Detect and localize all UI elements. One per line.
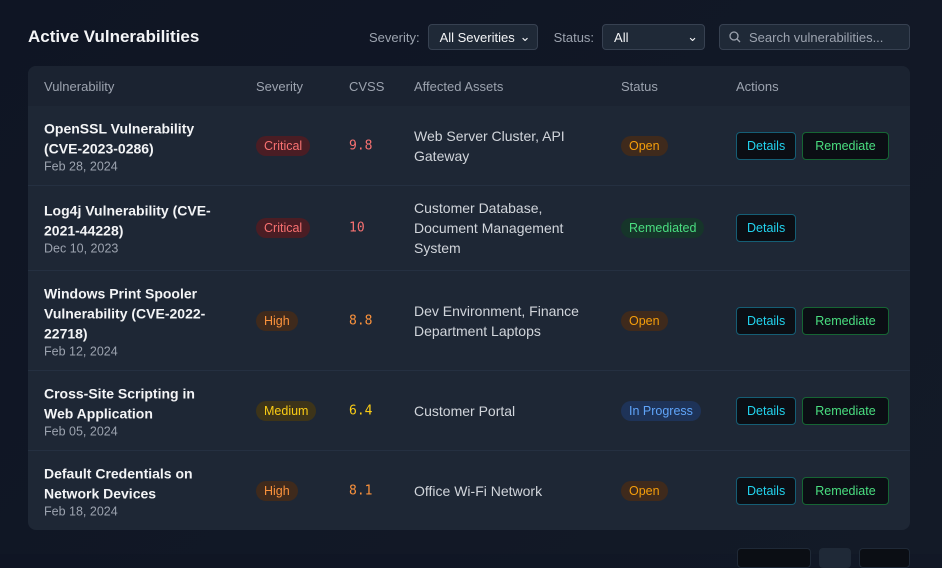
pagination-prev-button[interactable] bbox=[737, 548, 811, 568]
vulnerability-name[interactable]: Log4j Vulnerability (CVE-2021-44228) bbox=[44, 202, 211, 239]
cvss-score: 10 bbox=[349, 220, 365, 236]
remediate-button[interactable]: Remediate bbox=[802, 306, 889, 335]
status-badge: Open bbox=[621, 135, 668, 156]
col-vulnerability: Vulnerability bbox=[44, 79, 115, 94]
page-title: Active Vulnerabilities bbox=[28, 27, 200, 46]
details-button[interactable]: Details bbox=[736, 214, 797, 242]
vulnerability-date: Feb 28, 2024 bbox=[44, 159, 118, 173]
remediate-button[interactable]: Remediate bbox=[802, 476, 889, 505]
vulnerability-name[interactable]: Windows Print Spooler Vulnerability (CVE… bbox=[44, 285, 206, 341]
pagination-page-button[interactable] bbox=[819, 548, 851, 568]
filters: Severity: All Severities ⌄ Status: All ⌄ bbox=[369, 24, 706, 50]
remediate-button[interactable]: Remediate bbox=[802, 131, 889, 160]
details-button[interactable]: Details bbox=[736, 131, 797, 160]
actions-cell: Details Remediate bbox=[736, 476, 895, 505]
cvss-score: 6.4 bbox=[349, 403, 373, 418]
details-button[interactable]: Details bbox=[736, 306, 797, 335]
remediate-button[interactable]: Remediate bbox=[802, 396, 889, 425]
severity-badge: Critical bbox=[256, 135, 311, 156]
cvss-score: 8.1 bbox=[349, 483, 373, 498]
status-value: All bbox=[614, 29, 629, 45]
table-row: OpenSSL Vulnerability (CVE-2023-0286) Fe… bbox=[28, 106, 910, 185]
col-cvss: CVSS bbox=[349, 79, 385, 94]
affected-assets: Dev Environment, Finance Department Lapt… bbox=[414, 302, 579, 339]
vulnerability-date: Feb 18, 2024 bbox=[44, 504, 118, 518]
severity-badge: High bbox=[256, 310, 298, 331]
vulnerability-name[interactable]: Default Credentials on Network Devices bbox=[44, 465, 193, 501]
cvss-score: 9.8 bbox=[349, 138, 373, 153]
severity-badge: Critical bbox=[256, 218, 311, 238]
details-button[interactable]: Details bbox=[736, 476, 797, 505]
col-assets: Affected Assets bbox=[414, 79, 504, 94]
affected-assets: Office Wi-Fi Network bbox=[414, 482, 543, 499]
pagination-next-button[interactable] bbox=[859, 548, 910, 568]
vulnerabilities-table: Vulnerability Severity CVSS Affected Ass… bbox=[28, 66, 910, 530]
chevron-down-icon: ⌄ bbox=[519, 29, 531, 44]
table-row: Cross-Site Scripting in Web Application … bbox=[28, 370, 910, 450]
cvss-score: 8.8 bbox=[349, 313, 373, 328]
affected-assets: Web Server Cluster, API Gateway bbox=[414, 127, 565, 164]
actions-cell: Details bbox=[736, 214, 802, 242]
affected-assets: Customer Portal bbox=[414, 402, 516, 419]
status-badge: In Progress bbox=[621, 400, 701, 421]
col-status: Status bbox=[621, 79, 658, 94]
status-badge: Remediated bbox=[621, 218, 705, 238]
vulnerability-cell: OpenSSL Vulnerability (CVE-2023-0286) Fe… bbox=[44, 118, 224, 173]
table-row: Log4j Vulnerability (CVE-2021-44228) Dec… bbox=[28, 185, 910, 270]
actions-cell: Details Remediate bbox=[736, 396, 895, 425]
details-button[interactable]: Details bbox=[736, 396, 797, 425]
severity-value: All Severities bbox=[439, 29, 515, 45]
vulnerability-date: Feb 12, 2024 bbox=[44, 344, 118, 358]
actions-cell: Details Remediate bbox=[736, 131, 895, 160]
severity-label: Severity: bbox=[369, 29, 420, 45]
vulnerability-cell: Log4j Vulnerability (CVE-2021-44228) Dec… bbox=[44, 201, 224, 256]
actions-cell: Details Remediate bbox=[736, 306, 895, 335]
chevron-down-icon: ⌄ bbox=[687, 29, 699, 44]
status-badge: Open bbox=[621, 310, 668, 331]
vulnerability-cell: Windows Print Spooler Vulnerability (CVE… bbox=[44, 283, 224, 358]
status-badge: Open bbox=[621, 480, 668, 501]
severity-badge: High bbox=[256, 480, 298, 501]
affected-assets: Customer Database, Document Management S… bbox=[414, 200, 564, 256]
severity-select[interactable]: All Severities ⌄ bbox=[427, 24, 538, 50]
vulnerability-name[interactable]: Cross-Site Scripting in Web Application bbox=[44, 385, 195, 421]
table-row: Windows Print Spooler Vulnerability (CVE… bbox=[28, 270, 910, 370]
vulnerability-date: Feb 05, 2024 bbox=[44, 424, 118, 438]
table-header: Vulnerability Severity CVSS Affected Ass… bbox=[28, 66, 910, 106]
vulnerability-cell: Default Credentials on Network Devices F… bbox=[44, 463, 224, 518]
col-actions: Actions bbox=[736, 79, 779, 94]
search-icon bbox=[729, 31, 741, 43]
search-input[interactable]: Search vulnerabilities... bbox=[719, 24, 910, 50]
search-placeholder: Search vulnerabilities... bbox=[749, 29, 884, 45]
severity-badge: Medium bbox=[256, 400, 317, 421]
status-label: Status: bbox=[553, 29, 595, 45]
table-row: Default Credentials on Network Devices F… bbox=[28, 450, 910, 530]
vulnerability-cell: Cross-Site Scripting in Web Application … bbox=[44, 383, 224, 438]
status-select[interactable]: All ⌄ bbox=[602, 24, 706, 50]
col-severity: Severity bbox=[256, 79, 303, 94]
vulnerability-name[interactable]: OpenSSL Vulnerability (CVE-2023-0286) bbox=[44, 120, 195, 156]
vulnerability-date: Dec 10, 2023 bbox=[44, 241, 119, 256]
